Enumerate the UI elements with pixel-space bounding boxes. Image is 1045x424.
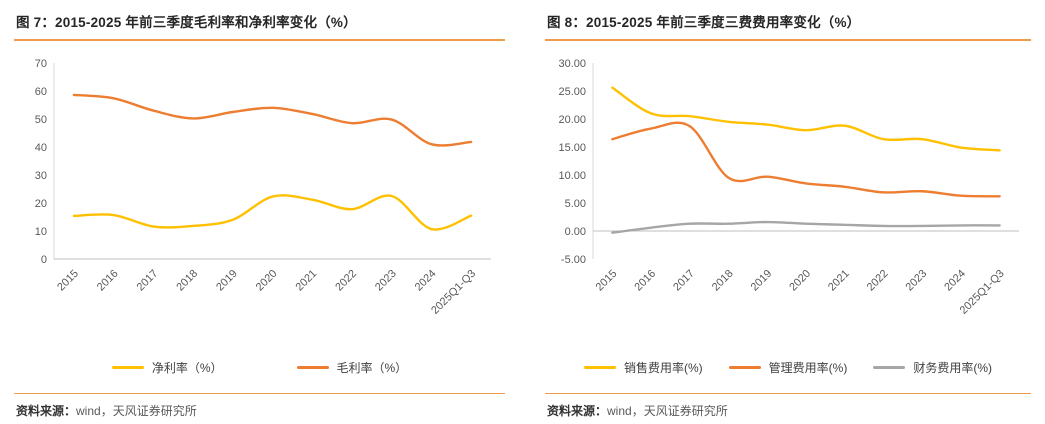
chart7-legend: 净利率（%） 毛利率（%） bbox=[14, 358, 505, 376]
x-tick-label: 2022 bbox=[865, 268, 891, 294]
legend-swatch-finance-expense bbox=[873, 365, 906, 369]
y-tick-label: 0 bbox=[41, 254, 47, 266]
x-tick-label: 2018 bbox=[710, 268, 736, 294]
x-tick-label: 2021 bbox=[294, 268, 320, 294]
chart8-source-label: 资料来源： bbox=[547, 404, 608, 418]
chart8-title-divider bbox=[545, 39, 1031, 41]
chart-panel-expense-ratios: 图 8：2015-2025 年前三季度三费费用率变化（%） -5.00 0.00 5… bbox=[545, 0, 1031, 419]
series-line-2 bbox=[611, 220, 1001, 234]
chart7-source-label: 资料来源： bbox=[16, 404, 77, 418]
y-tick-label: 60 bbox=[35, 86, 47, 98]
series-line-1 bbox=[611, 121, 1001, 198]
x-tick-label: 2023 bbox=[904, 268, 930, 294]
x-tick-label: 2017 bbox=[135, 268, 161, 294]
y-tick-label: 5.00 bbox=[565, 198, 586, 210]
y-tick-label: 50 bbox=[35, 114, 47, 126]
x-tick-label: 2015 bbox=[594, 268, 620, 294]
legend-label-admin-expense: 管理费用率(%) bbox=[768, 360, 848, 375]
x-tick-label: 2019 bbox=[214, 268, 240, 294]
y-tick-label: 30 bbox=[35, 170, 47, 182]
series-line-1 bbox=[72, 93, 473, 147]
x-tick-label: 2024 bbox=[942, 268, 968, 294]
chart7-source-note: 资料来源：wind，天风证券研究所 bbox=[14, 394, 505, 419]
x-tick-label: 2015 bbox=[55, 268, 81, 294]
y-tick-label: 15.00 bbox=[558, 142, 586, 154]
legend-swatch-net-margin bbox=[111, 365, 144, 369]
legend-item-admin-expense: 管理费用率(%) bbox=[728, 359, 848, 376]
legend-item-gross-margin: 毛利率（%） bbox=[296, 359, 408, 376]
legend-label-finance-expense: 财务费用率(%) bbox=[913, 360, 992, 375]
x-tick-label: 2022 bbox=[333, 268, 359, 294]
chart-panel-margin-trends: 图 7：2015-2025 年前三季度毛利率和净利率变化（%） 0 10 20 30 4… bbox=[14, 0, 505, 419]
x-tick-label: 2020 bbox=[787, 268, 813, 294]
y-tick-label: 30.00 bbox=[558, 58, 586, 70]
legend-item-net-margin: 净利率（%） bbox=[111, 359, 223, 376]
legend-item-finance-expense: 财务费用率(%) bbox=[873, 359, 992, 376]
x-tick-label: 2021 bbox=[826, 268, 852, 294]
y-tick-label: 40 bbox=[35, 142, 47, 154]
y-tick-label: 10.00 bbox=[558, 170, 586, 182]
chart7-source-text: wind，天风证券研究所 bbox=[76, 404, 197, 418]
x-tick-label: 2019 bbox=[749, 268, 775, 294]
chart8-source-note: 资料来源：wind，天风证券研究所 bbox=[545, 394, 1031, 419]
legend-label-selling-expense: 销售费用率(%) bbox=[623, 360, 703, 375]
y-tick-label: 20 bbox=[35, 198, 47, 210]
chart7-title: 图 7：2015-2025 年前三季度毛利率和净利率变化（%） bbox=[16, 15, 357, 30]
y-tick-label: 70 bbox=[35, 58, 47, 70]
legend-label-gross-margin: 毛利率（%） bbox=[336, 360, 408, 375]
legend-item-selling-expense: 销售费用率(%) bbox=[583, 359, 703, 376]
chart8-title: 图 8：2015-2025 年前三季度三费费用率变化（%） bbox=[547, 15, 861, 30]
x-tick-label: 2016 bbox=[632, 268, 658, 294]
chart8-line-plot: -5.00 0.00 5.00 10.00 15.00 20.00 25.00 30.00 20… bbox=[558, 58, 1019, 317]
chart7-line-plot: 0 10 20 30 40 50 60 70 2015 2016 2017 2018 2019 2020 2… bbox=[35, 58, 491, 317]
legend-swatch-selling-expense bbox=[583, 365, 616, 369]
x-tick-label: 2024 bbox=[413, 268, 439, 294]
y-tick-label: 20.00 bbox=[558, 114, 586, 126]
y-tick-label: -5.00 bbox=[561, 254, 586, 266]
chart8-legend: 销售费用率(%) 管理费用率(%) 财务费用率(%) bbox=[545, 358, 1031, 376]
x-tick-label: 2016 bbox=[95, 268, 121, 294]
series-line-0 bbox=[611, 86, 1001, 152]
chart8-footer-divider bbox=[545, 393, 1031, 394]
chart7-title-divider bbox=[14, 39, 505, 41]
y-tick-label: 0.00 bbox=[565, 226, 586, 238]
y-tick-label: 10 bbox=[35, 226, 47, 238]
chart7-footer-divider bbox=[14, 393, 505, 394]
series-line-0 bbox=[72, 194, 473, 231]
y-tick-label: 25.00 bbox=[558, 86, 586, 98]
legend-swatch-gross-margin bbox=[296, 365, 329, 369]
chart8-source-text: wind，天风证券研究所 bbox=[607, 404, 728, 418]
x-tick-label: 2020 bbox=[254, 268, 280, 294]
legend-label-net-margin: 净利率（%） bbox=[151, 360, 223, 375]
x-tick-label: 2018 bbox=[174, 268, 200, 294]
x-tick-label: 2017 bbox=[671, 268, 697, 294]
legend-swatch-admin-expense bbox=[728, 365, 761, 369]
x-tick-label: 2023 bbox=[373, 268, 399, 294]
